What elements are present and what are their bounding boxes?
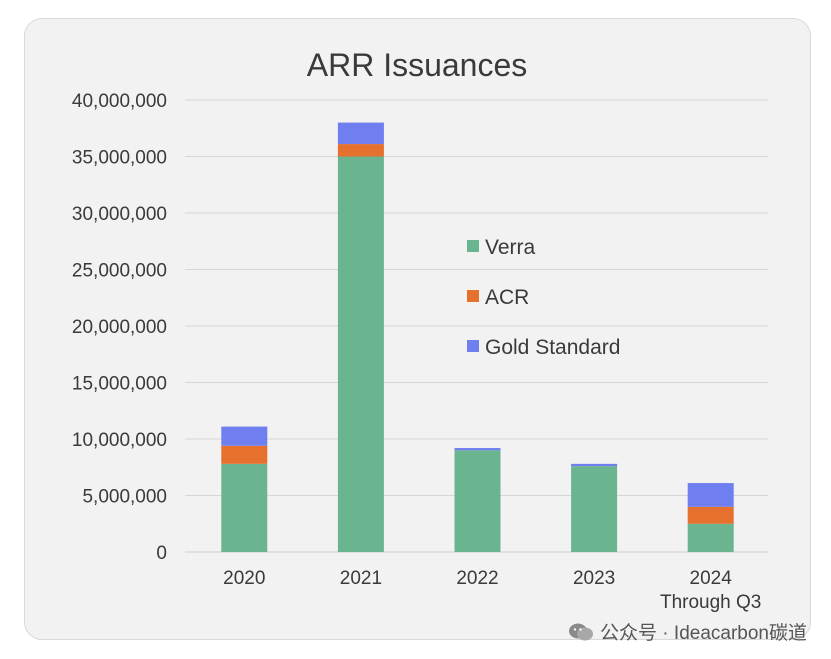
legend-label: ACR	[485, 286, 529, 309]
bar-gold-standard	[571, 463, 618, 467]
x-tick-label: 2020	[223, 568, 265, 589]
bar-gold-standard	[337, 122, 384, 145]
y-tick-label: 35,000,000	[72, 148, 167, 169]
legend-swatch	[467, 240, 479, 252]
legend-label: Verra	[485, 236, 536, 259]
y-tick-label: 5,000,000	[82, 487, 167, 508]
bar-acr	[687, 506, 734, 524]
bar-verra	[454, 450, 501, 552]
y-tick-label: 20,000,000	[72, 317, 167, 338]
x-axis: 2020 2021 2022 2023 2024 Through Q3	[223, 568, 761, 613]
y-tick-label: 0	[156, 543, 167, 564]
legend-label: Gold Standard	[485, 336, 620, 359]
watermark-text: 公众号 · Ideacarbon碳道	[600, 623, 807, 644]
bar-gold-standard	[221, 426, 268, 446]
legend-swatch	[467, 340, 479, 352]
bar-verra	[687, 523, 734, 552]
bar-verra	[221, 463, 268, 552]
x-tick-label: 2022	[456, 568, 498, 589]
wechat-icon	[569, 623, 594, 640]
x-tick-label: 2024	[690, 568, 733, 589]
bars	[221, 122, 734, 552]
y-tick-label: 30,000,000	[72, 204, 167, 225]
legend: Verra ACR Gold Standard	[467, 236, 620, 359]
chart-title: ARR Issuances	[307, 47, 528, 83]
bar-verra	[337, 156, 384, 552]
bar-acr	[221, 445, 268, 464]
legend-swatch	[467, 290, 479, 302]
bar-gold-standard	[687, 483, 734, 507]
chart-card	[24, 18, 811, 640]
y-tick-label: 40,000,000	[72, 91, 167, 112]
y-axis: 0 5,000,000 10,000,000 15,000,000 20,000,000…	[72, 91, 167, 564]
bar-acr	[337, 144, 384, 157]
x-tick-label: Through Q3	[660, 592, 761, 613]
y-tick-label: 10,000,000	[72, 430, 167, 451]
y-tick-label: 25,000,000	[72, 261, 167, 282]
watermark: 公众号 · Ideacarbon碳道	[568, 618, 807, 645]
x-tick-label: 2021	[340, 568, 382, 589]
x-tick-label: 2023	[573, 568, 615, 589]
bar-verra	[571, 466, 618, 552]
bar-gold-standard	[454, 448, 501, 451]
y-tick-label: 15,000,000	[72, 374, 167, 395]
